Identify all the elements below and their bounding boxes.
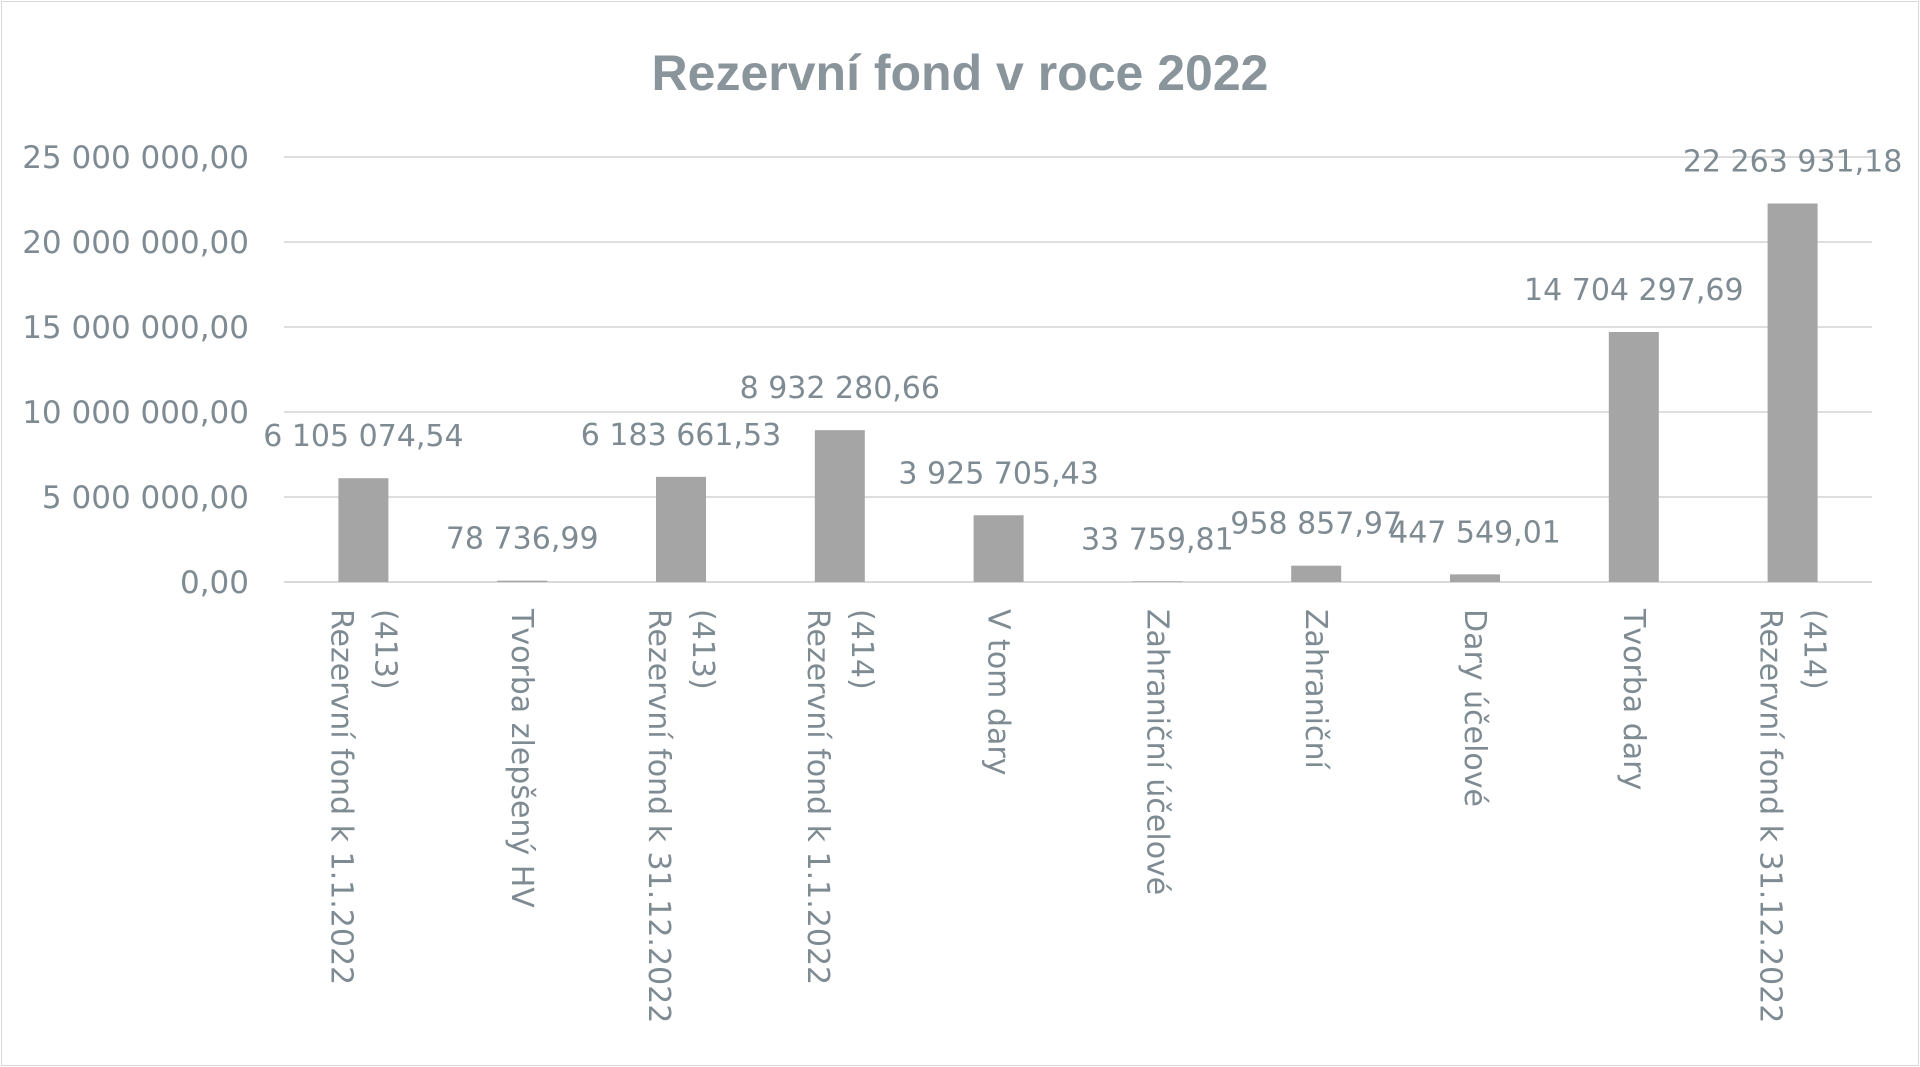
data-label: 33 759,81 (1081, 522, 1234, 557)
data-label: 6 105 074,54 (263, 419, 463, 454)
data-label: 78 736,99 (446, 522, 599, 557)
category-label: Zahraniční účelové (1139, 609, 1174, 895)
bar (338, 478, 389, 582)
data-label: 3 925 705,43 (898, 456, 1098, 491)
category-label-line: (414) (844, 609, 879, 690)
bar (656, 476, 706, 582)
data-labels: 6 105 074,54 78 736,99 6 183 661,53 8 932 2… (263, 145, 1902, 558)
y-tick-label: 15 000 000,00 (22, 310, 249, 346)
category-label: Tvorba dary (1616, 608, 1651, 790)
y-tick-label: 5 000 000,00 (42, 480, 249, 516)
chart-title: Rezervní fond v roce 2022 (652, 45, 1269, 101)
category-label: Rezervní fond k 1.1.2022 (413) (323, 609, 402, 985)
category-label-line: Rezervní fond k 31.12.2022 (641, 609, 676, 1023)
bar (1291, 565, 1342, 582)
y-tick-label: 0,00 (180, 565, 249, 601)
y-tick-label: 25 000 000,00 (22, 140, 249, 176)
category-label-line: (413) (367, 609, 402, 690)
category-label: V tom dary (981, 609, 1016, 775)
category-label-line: Zahraniční (1298, 609, 1333, 771)
category-label: Zahraniční (1298, 609, 1333, 771)
category-label-line: V tom dary (981, 609, 1016, 775)
bar (1608, 332, 1659, 582)
category-label-line: Tvorba dary (1616, 608, 1651, 790)
category-label-line: (413) (685, 609, 720, 690)
category-label-line: Rezervní fond k 1.1.2022 (800, 609, 835, 985)
category-label-line: Rezervní fond k 31.12.2022 (1753, 609, 1788, 1023)
bar (1132, 581, 1183, 582)
category-label: Dary účelové (1457, 609, 1492, 807)
bar (814, 430, 865, 582)
category-label-line: Dary účelové (1457, 609, 1492, 807)
category-label: Rezervní fond k 1.1.2022 (414) (800, 609, 879, 985)
category-label: Tvorba zlepšený HV (504, 608, 539, 908)
bar (497, 580, 548, 582)
data-label: 14 704 297,69 (1524, 273, 1743, 308)
y-axis-tick-labels: 0,00 5 000 000,00 10 000 000,00 15 000 000,… (22, 140, 249, 601)
bar (1767, 203, 1818, 582)
data-label: 8 932 280,66 (740, 371, 940, 406)
bar (1450, 574, 1500, 582)
data-label: 958 857,97 (1230, 507, 1402, 542)
category-labels: Rezervní fond k 1.1.2022 (413) Tvorba zlep… (323, 608, 1831, 1023)
category-label-line: Rezervní fond k 1.1.2022 (323, 609, 358, 985)
data-label: 6 183 661,53 (581, 418, 781, 453)
category-label-line: Tvorba zlepšený HV (504, 608, 539, 908)
bars (338, 203, 1818, 582)
bar (973, 515, 1024, 582)
gridlines (284, 156, 1872, 583)
category-label-line: (414) (1797, 609, 1832, 690)
y-tick-label: 10 000 000,00 (22, 395, 249, 431)
data-label: 22 263 931,18 (1683, 145, 1902, 180)
category-label: Rezervní fond k 31.12.2022 (414) (1753, 609, 1832, 1023)
category-label-line: Zahraniční účelové (1139, 609, 1174, 895)
y-tick-label: 20 000 000,00 (22, 225, 249, 261)
data-label: 447 549,01 (1389, 515, 1561, 550)
category-label: Rezervní fond k 31.12.2022 (413) (641, 609, 720, 1023)
